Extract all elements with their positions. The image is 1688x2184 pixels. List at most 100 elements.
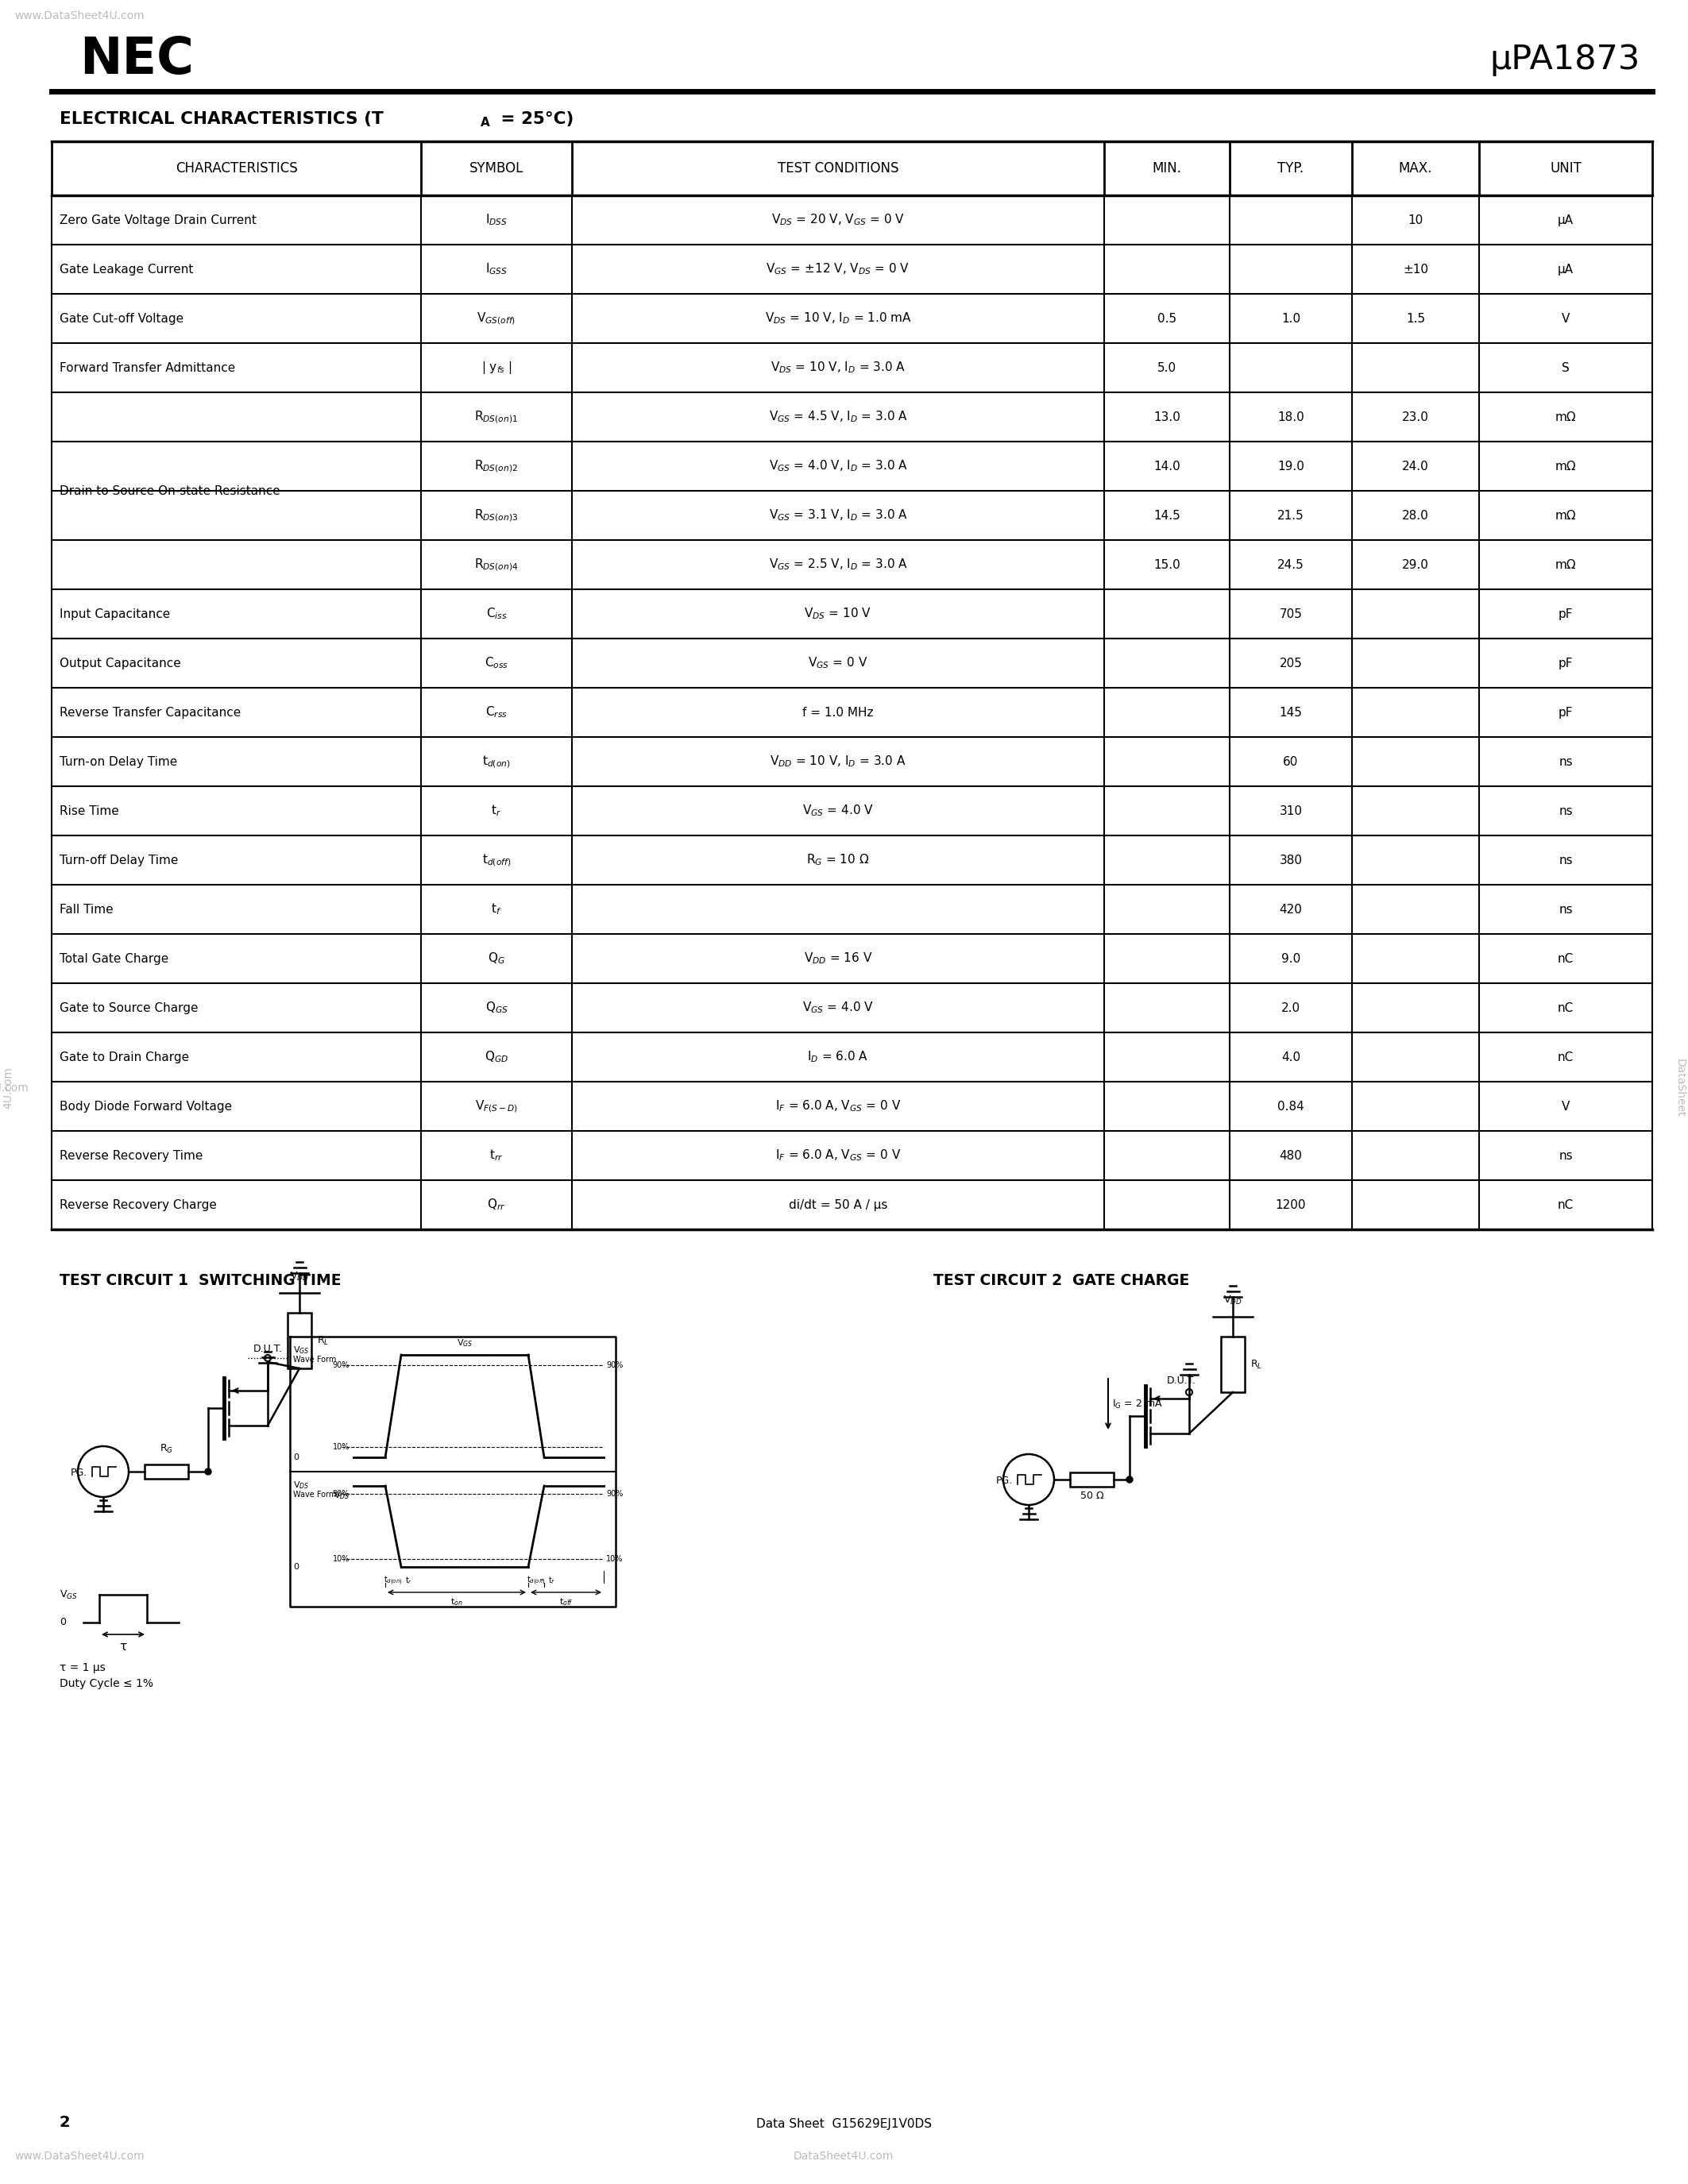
Text: 14.5: 14.5 (1153, 509, 1180, 522)
Text: Input Capacitance: Input Capacitance (59, 607, 170, 620)
Text: 23.0: 23.0 (1403, 411, 1430, 424)
Text: 90%: 90% (606, 1489, 623, 1498)
Text: DataSheet4U.com: DataSheet4U.com (793, 2151, 895, 2162)
Text: t$_{off}$: t$_{off}$ (559, 1597, 572, 1607)
Text: D.U.T.: D.U.T. (1166, 1376, 1195, 1387)
Text: TEST CONDITIONS: TEST CONDITIONS (778, 162, 898, 175)
Text: Duty Cycle ≤ 1%: Duty Cycle ≤ 1% (59, 1677, 154, 1688)
Text: 13.0: 13.0 (1153, 411, 1180, 424)
Text: 10%: 10% (606, 1555, 623, 1564)
Text: 1.0: 1.0 (1281, 312, 1300, 325)
Text: 4U.com: 4U.com (2, 1068, 14, 1109)
Text: R$_{DS(on)4}$: R$_{DS(on)4}$ (474, 557, 518, 572)
Text: t$_{rr}$: t$_{rr}$ (490, 1149, 503, 1162)
Text: Q$_{G}$: Q$_{G}$ (488, 952, 505, 965)
Text: A: A (481, 116, 490, 129)
Text: 4.0: 4.0 (1281, 1051, 1300, 1064)
Text: www.DataSheet4U.com: www.DataSheet4U.com (14, 2151, 143, 2162)
Text: V$_{DS}$ = 10 V: V$_{DS}$ = 10 V (803, 607, 871, 620)
Text: τ = 1 μs: τ = 1 μs (59, 1662, 105, 1673)
Text: Reverse Transfer Capacitance: Reverse Transfer Capacitance (59, 705, 241, 719)
Text: D.U.T.: D.U.T. (253, 1343, 282, 1354)
Text: Turn-off Delay Time: Turn-off Delay Time (59, 854, 179, 867)
Text: = 25°C): = 25°C) (495, 111, 574, 127)
Text: V$_{GS}$ = 4.0 V: V$_{GS}$ = 4.0 V (802, 1000, 874, 1016)
Text: I$_{D}$ = 6.0 A: I$_{D}$ = 6.0 A (807, 1051, 869, 1064)
Text: V$_{GS}$ = 4.5 V, I$_{D}$ = 3.0 A: V$_{GS}$ = 4.5 V, I$_{D}$ = 3.0 A (768, 411, 908, 424)
Text: V$_{DD}$ = 10 V, I$_{D}$ = 3.0 A: V$_{DD}$ = 10 V, I$_{D}$ = 3.0 A (770, 753, 906, 769)
Text: ±10: ±10 (1403, 264, 1428, 275)
Text: 10: 10 (1408, 214, 1423, 225)
Text: Reverse Recovery Charge: Reverse Recovery Charge (59, 1199, 216, 1210)
Text: 50 Ω: 50 Ω (1080, 1492, 1104, 1500)
Text: V$_{DS}$ = 10 V, I$_{D}$ = 3.0 A: V$_{DS}$ = 10 V, I$_{D}$ = 3.0 A (770, 360, 905, 376)
Text: | y$_{fs}$ |: | y$_{fs}$ | (481, 360, 511, 376)
Text: Wave Form: Wave Form (294, 1492, 336, 1498)
Bar (287, 1313, 311, 1369)
Text: μA: μA (1558, 264, 1573, 275)
Text: TEST CIRCUIT 1  SWITCHING TIME: TEST CIRCUIT 1 SWITCHING TIME (59, 1273, 341, 1289)
Text: 24.0: 24.0 (1403, 461, 1430, 472)
Text: Q$_{GS}$: Q$_{GS}$ (484, 1000, 508, 1016)
Text: V$_{GS}$ = 3.1 V, I$_{D}$ = 3.0 A: V$_{GS}$ = 3.1 V, I$_{D}$ = 3.0 A (768, 509, 908, 522)
Text: ns: ns (1558, 1149, 1573, 1162)
Circle shape (1126, 1476, 1133, 1483)
Text: 5.0: 5.0 (1158, 363, 1177, 373)
Text: 0.84: 0.84 (1278, 1101, 1305, 1112)
Text: 2: 2 (59, 2114, 71, 2129)
Text: TYP.: TYP. (1278, 162, 1305, 175)
Text: f = 1.0 MHz: f = 1.0 MHz (802, 705, 874, 719)
Text: I$_{F}$ = 6.0 A, V$_{GS}$ = 0 V: I$_{F}$ = 6.0 A, V$_{GS}$ = 0 V (775, 1099, 901, 1114)
Text: V: V (1561, 1101, 1570, 1112)
Text: C$_{rss}$: C$_{rss}$ (486, 705, 508, 721)
Text: Total Gate Charge: Total Gate Charge (59, 952, 169, 965)
Text: ns: ns (1558, 854, 1573, 867)
Text: V$_{GS}$: V$_{GS}$ (294, 1345, 309, 1356)
Text: nC: nC (1558, 1051, 1573, 1064)
Text: 14.0: 14.0 (1153, 461, 1180, 472)
Text: mΩ: mΩ (1555, 411, 1577, 424)
Text: V$_{GS}$ = 2.5 V, I$_{D}$ = 3.0 A: V$_{GS}$ = 2.5 V, I$_{D}$ = 3.0 A (768, 557, 908, 572)
Text: t$_{r}$: t$_{r}$ (405, 1575, 412, 1586)
Text: 2.0: 2.0 (1281, 1002, 1300, 1013)
Text: t$_{r}$: t$_{r}$ (491, 804, 501, 819)
Text: 310: 310 (1280, 806, 1303, 817)
Text: www.DataSheet4U.com: www.DataSheet4U.com (14, 11, 143, 22)
Text: 1.5: 1.5 (1406, 312, 1425, 325)
Text: Q$_{GD}$: Q$_{GD}$ (484, 1051, 508, 1064)
Text: t$_{d(on)}$: t$_{d(on)}$ (383, 1575, 402, 1588)
Text: V$_{GS}$ = 4.0 V: V$_{GS}$ = 4.0 V (802, 804, 874, 819)
Text: Gate Cut-off Voltage: Gate Cut-off Voltage (59, 312, 184, 325)
Text: μA: μA (1558, 214, 1573, 225)
Text: V$_{GS}$ = ±12 V, V$_{DS}$ = 0 V: V$_{GS}$ = ±12 V, V$_{DS}$ = 0 V (766, 262, 910, 277)
Text: pF: pF (1558, 607, 1573, 620)
Text: t$_{on}$: t$_{on}$ (451, 1597, 463, 1607)
Text: R$_L$: R$_L$ (317, 1334, 329, 1348)
Text: 0.5: 0.5 (1158, 312, 1177, 325)
Bar (1220, 1337, 1244, 1391)
Text: μPA1873: μPA1873 (1491, 44, 1641, 76)
Text: V$_{DD}$: V$_{DD}$ (290, 1271, 309, 1282)
Text: C$_{iss}$: C$_{iss}$ (486, 607, 506, 620)
Text: Zero Gate Voltage Drain Current: Zero Gate Voltage Drain Current (59, 214, 257, 225)
Text: 21.5: 21.5 (1278, 509, 1305, 522)
Text: mΩ: mΩ (1555, 461, 1577, 472)
Text: R$_{G}$ = 10 Ω: R$_{G}$ = 10 Ω (807, 852, 869, 867)
Text: mΩ: mΩ (1555, 559, 1577, 570)
Text: I$_{F}$ = 6.0 A, V$_{GS}$ = 0 V: I$_{F}$ = 6.0 A, V$_{GS}$ = 0 V (775, 1149, 901, 1162)
Text: t$_{d(on)}$: t$_{d(on)}$ (483, 753, 510, 769)
Text: V$_{DS}$: V$_{DS}$ (294, 1479, 309, 1489)
Text: TEST CIRCUIT 2  GATE CHARGE: TEST CIRCUIT 2 GATE CHARGE (933, 1273, 1190, 1289)
Text: Body Diode Forward Voltage: Body Diode Forward Voltage (59, 1101, 231, 1112)
Text: Gate to Drain Charge: Gate to Drain Charge (59, 1051, 189, 1064)
Text: V$_{DS}$: V$_{DS}$ (334, 1489, 349, 1500)
Text: V$_{GS}$: V$_{GS}$ (59, 1588, 78, 1601)
Text: R$_L$: R$_L$ (1251, 1358, 1263, 1369)
Text: R$_{DS(on)3}$: R$_{DS(on)3}$ (474, 507, 518, 524)
Text: nC: nC (1558, 1199, 1573, 1210)
Text: di/dt = 50 A / μs: di/dt = 50 A / μs (788, 1199, 888, 1210)
Text: 10%: 10% (333, 1444, 349, 1450)
Text: 705: 705 (1280, 607, 1303, 620)
Text: ns: ns (1558, 756, 1573, 767)
Text: 18.0: 18.0 (1278, 411, 1305, 424)
